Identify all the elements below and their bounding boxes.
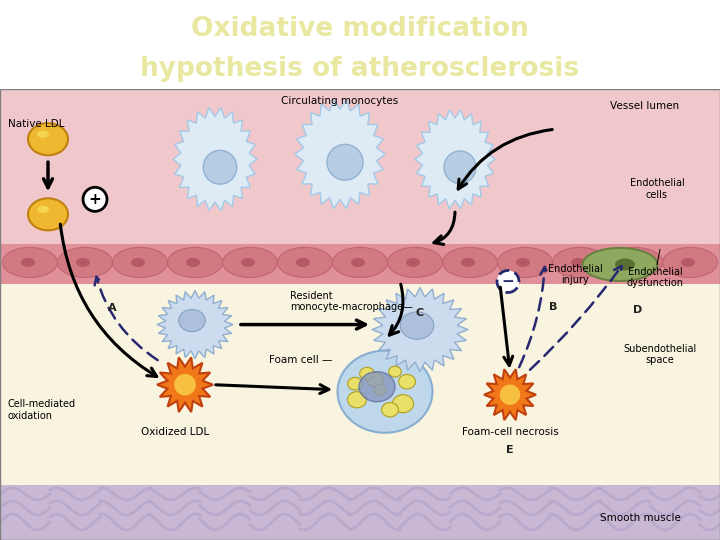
Ellipse shape [662,247,718,278]
Ellipse shape [179,309,205,332]
Ellipse shape [681,258,695,267]
Ellipse shape [131,258,145,267]
Ellipse shape [615,259,635,271]
Ellipse shape [571,258,585,267]
Ellipse shape [37,131,49,138]
Text: +: + [89,192,102,207]
Text: −: − [502,274,514,289]
Text: Foam-cell necrosis: Foam-cell necrosis [462,427,559,437]
Ellipse shape [112,247,168,278]
Ellipse shape [174,374,196,395]
Ellipse shape [374,384,387,395]
Ellipse shape [500,384,521,405]
Text: B: B [549,301,557,312]
Ellipse shape [444,151,476,184]
Ellipse shape [400,312,433,339]
Ellipse shape [608,247,662,278]
Ellipse shape [338,350,433,433]
Ellipse shape [366,373,383,387]
Ellipse shape [296,258,310,267]
Text: Oxidized LDL: Oxidized LDL [141,427,209,437]
Ellipse shape [359,372,395,402]
Text: Foam cell —: Foam cell — [269,355,332,365]
Bar [0,245,720,285]
Ellipse shape [626,258,640,267]
Text: D: D [634,305,643,314]
Text: E: E [506,445,514,455]
Ellipse shape [222,247,277,278]
Ellipse shape [348,377,362,390]
Ellipse shape [498,247,552,278]
Ellipse shape [389,366,401,377]
Text: Endothelial
cells: Endothelial cells [629,179,685,200]
Polygon shape [484,369,536,420]
Ellipse shape [203,150,237,184]
Polygon shape [415,110,495,209]
Text: Circulating monocytes: Circulating monocytes [282,96,399,106]
Ellipse shape [76,258,90,267]
Text: Cell-mediated
oxidation: Cell-mediated oxidation [8,399,76,421]
Ellipse shape [277,247,333,278]
Ellipse shape [443,247,498,278]
Ellipse shape [582,248,657,281]
Text: hypothesis of atherosclerosis: hypothesis of atherosclerosis [140,57,580,83]
Ellipse shape [360,367,374,380]
Ellipse shape [399,374,415,389]
Ellipse shape [552,247,608,278]
Text: Smooth muscle: Smooth muscle [600,513,680,523]
Ellipse shape [241,258,255,267]
Text: Oxidative modification: Oxidative modification [191,16,529,42]
Ellipse shape [461,258,475,267]
Circle shape [83,187,107,211]
Ellipse shape [348,392,366,408]
Bar [0,485,720,540]
Ellipse shape [2,247,58,278]
Ellipse shape [21,258,35,267]
Ellipse shape [168,247,222,278]
Bar [0,89,720,245]
Ellipse shape [382,402,398,417]
Ellipse shape [516,258,530,267]
Polygon shape [157,291,233,359]
Ellipse shape [58,247,112,278]
Ellipse shape [327,144,363,180]
Ellipse shape [37,206,49,213]
Text: Vessel lumen: Vessel lumen [611,101,680,111]
Ellipse shape [406,258,420,267]
Ellipse shape [333,247,387,278]
Polygon shape [295,100,385,209]
Ellipse shape [351,258,365,267]
Text: Endothelial
injury: Endothelial injury [548,264,603,285]
Text: Native LDL: Native LDL [8,119,65,129]
Ellipse shape [186,258,200,267]
Text: Resident
monocyte-macrophage—: Resident monocyte-macrophage— [290,291,413,312]
Text: Subendothelial
space: Subendothelial space [624,344,697,366]
Polygon shape [372,287,468,372]
Text: C: C [416,308,424,318]
Polygon shape [173,107,257,211]
Ellipse shape [28,198,68,231]
Text: A: A [108,302,117,313]
Ellipse shape [387,247,443,278]
Text: Endothelial
dysfunction: Endothelial dysfunction [626,267,683,288]
Circle shape [497,271,519,293]
Bar [0,285,720,485]
Polygon shape [157,357,213,412]
Ellipse shape [392,395,413,413]
Ellipse shape [28,123,68,155]
